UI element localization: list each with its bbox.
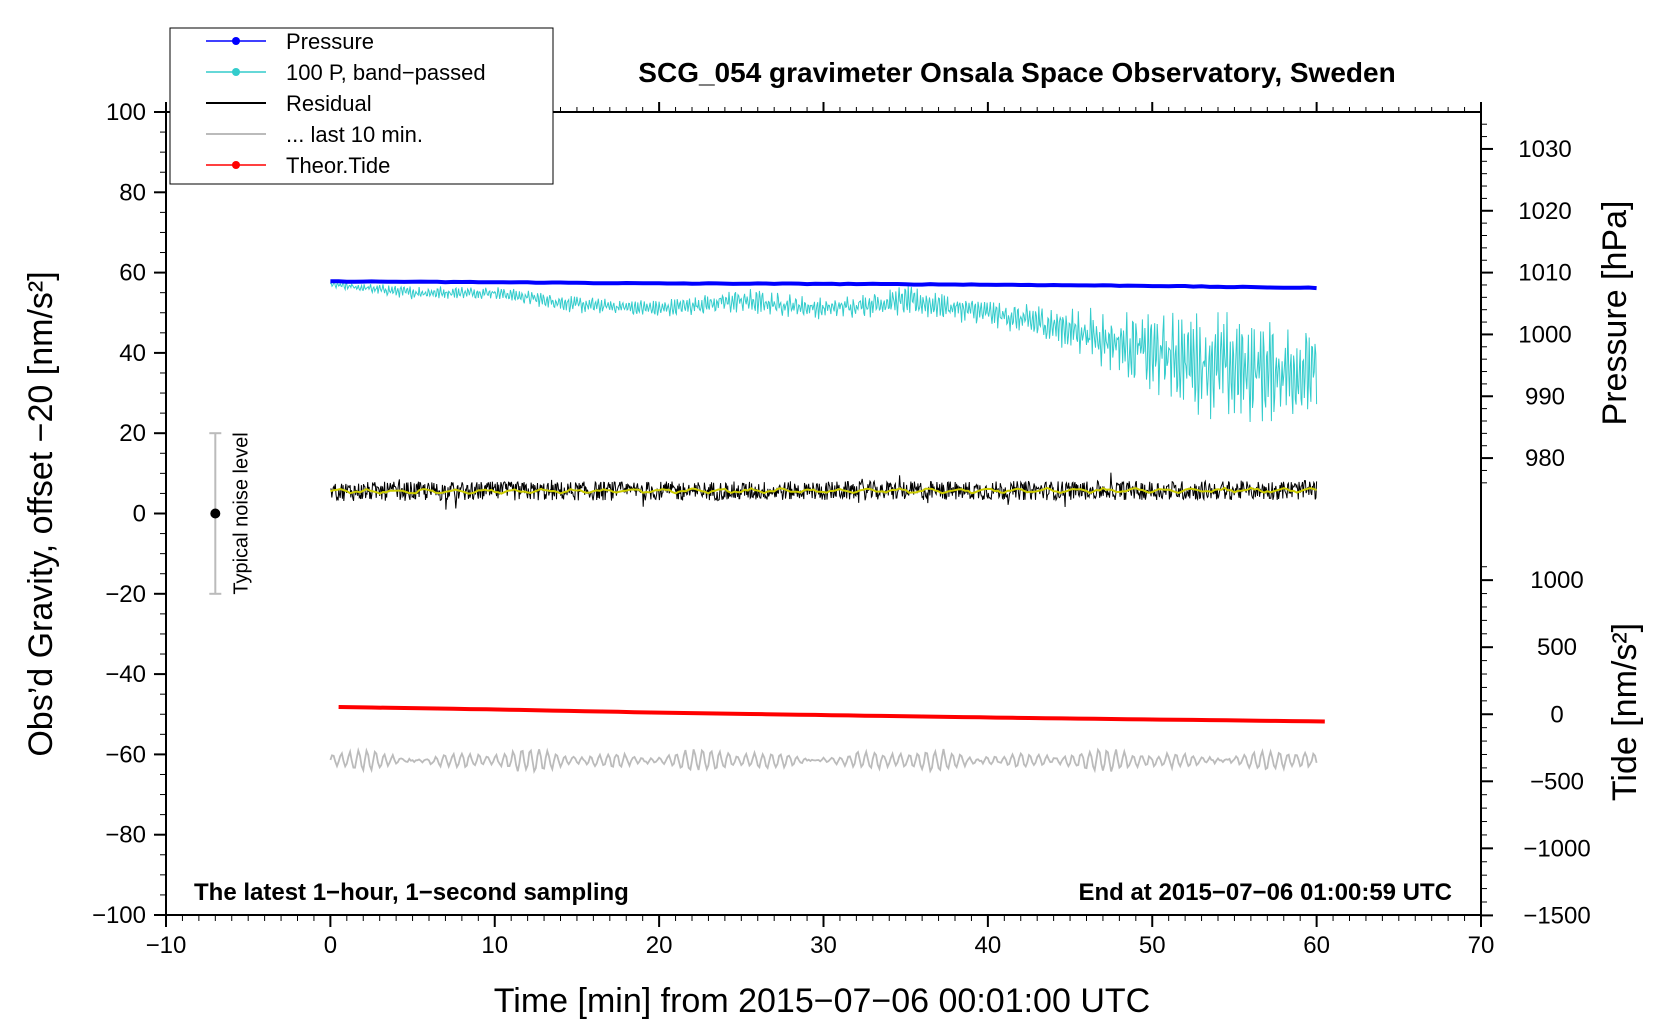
y-tick-label: −60	[105, 741, 146, 768]
x-tick-label: 40	[975, 932, 1002, 959]
series-layer	[329, 279, 1325, 775]
series-theoretical-tide	[338, 705, 1325, 724]
annotation-sampling: The latest 1−hour, 1−second sampling	[194, 879, 629, 906]
tide-axis-ticks: −1500 −1000 −500 0 500 1000	[1481, 566, 1591, 929]
x-tick-label: 70	[1468, 932, 1495, 959]
chart-title: SCG_054 gravimeter Onsala Space Observat…	[638, 57, 1395, 88]
x-axis-ticks: −10 0 10 20 30 40 50 60 70	[146, 102, 1495, 959]
x-tick-label: −10	[146, 932, 187, 959]
x-tick-label: 50	[1139, 932, 1166, 959]
series-residual	[330, 472, 1318, 510]
pressure-tick-label: 1010	[1518, 260, 1571, 287]
tide-tick-label: 1000	[1530, 567, 1583, 594]
noise-bar-point	[210, 508, 221, 519]
y-tick-label: −40	[105, 661, 146, 688]
y-axis-left-ticks: −100 −80 −60 −40 −20 0 20 40 60 80 100	[92, 99, 166, 929]
series-band-passed-pressure	[329, 281, 1318, 423]
y-tick-label: −100	[92, 902, 146, 929]
legend-label-last10: ... last 10 min.	[286, 122, 423, 147]
y-tick-label: 20	[119, 420, 146, 447]
pressure-tick-label: 1020	[1518, 198, 1571, 225]
y-axis-tide-title: Tide [nm/s²]	[1606, 623, 1644, 801]
pressure-tick-label: 1000	[1518, 321, 1571, 348]
pressure-tick-label: 980	[1525, 445, 1565, 472]
y-tick-label: 100	[106, 99, 146, 126]
legend-box	[169, 27, 554, 185]
legend-label-tide: Theor.Tide	[286, 153, 390, 178]
pressure-tick-label: 1030	[1518, 136, 1571, 163]
legend: Pressure 100 P, band−passed Residual ...…	[169, 27, 554, 185]
y-tick-label: −80	[105, 822, 146, 849]
x-axis-title: Time [min] from 2015−07−06 00:01:00 UTC	[494, 982, 1150, 1020]
tide-tick-label: −500	[1530, 768, 1584, 795]
x-tick-label: 0	[324, 932, 337, 959]
x-tick-label: 30	[810, 932, 837, 959]
tide-tick-label: 500	[1537, 634, 1577, 661]
y-tick-label: 80	[119, 179, 146, 206]
pressure-tick-label: 990	[1525, 383, 1565, 410]
plot-frame	[165, 111, 1482, 916]
x-tick-label: 20	[646, 932, 673, 959]
annotation-end-time: End at 2015−07−06 01:00:59 UTC	[1078, 879, 1452, 906]
series-pressure	[330, 279, 1317, 291]
y-axis-pressure-title: Pressure [hPa]	[1596, 201, 1634, 426]
legend-marker-tide	[232, 161, 240, 169]
y-axis-left-title: Obs’d Gravity, offset −20 [nm/s²]	[22, 271, 60, 756]
legend-label-band-passed: 100 P, band−passed	[286, 60, 486, 85]
legend-label-pressure: Pressure	[286, 29, 374, 54]
minor-ticks	[160, 107, 1466, 921]
tide-tick-label: −1500	[1523, 902, 1590, 929]
series-last-10-min	[329, 746, 1318, 775]
pressure-axis-ticks: 980 990 1000 1010 1020 1030	[1481, 123, 1572, 484]
noise-bar-group: Typical noise level	[209, 432, 252, 595]
tide-tick-label: 0	[1550, 701, 1563, 728]
x-tick-label: 60	[1303, 932, 1330, 959]
y-tick-label: −20	[105, 581, 146, 608]
y-tick-label: 40	[119, 340, 146, 367]
legend-marker-band-passed	[232, 68, 240, 76]
y-tick-label: 60	[119, 260, 146, 287]
y-tick-label: 0	[133, 501, 146, 528]
legend-label-residual: Residual	[286, 91, 372, 116]
series-residual-smoothed	[330, 486, 1317, 495]
noise-bar-label: Typical noise level	[230, 432, 252, 594]
legend-marker-pressure	[232, 37, 240, 45]
x-tick-label: 10	[481, 932, 508, 959]
tide-tick-label: −1000	[1523, 835, 1590, 862]
